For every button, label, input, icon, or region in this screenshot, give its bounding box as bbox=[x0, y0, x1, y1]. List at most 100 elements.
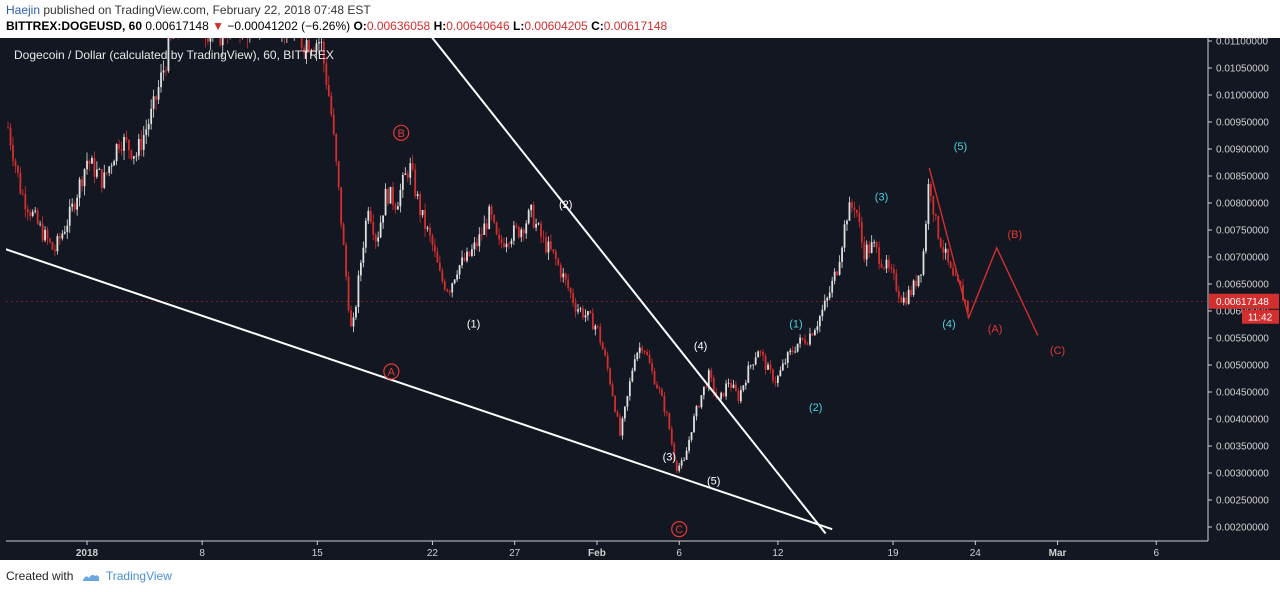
candle-body bbox=[387, 188, 389, 204]
candle-body bbox=[695, 406, 698, 417]
candle-body bbox=[137, 139, 140, 156]
wave-label: (4) bbox=[694, 341, 707, 353]
candle-body bbox=[853, 207, 856, 211]
candle-body bbox=[944, 248, 947, 253]
candle-body bbox=[466, 251, 468, 261]
candle-body bbox=[142, 134, 145, 150]
wave-label: (1) bbox=[789, 318, 802, 330]
candle-body bbox=[693, 416, 695, 433]
candle-body bbox=[421, 209, 424, 216]
upper-trendline bbox=[431, 38, 827, 535]
candle-body bbox=[505, 243, 508, 248]
candle-body bbox=[330, 95, 333, 115]
author-link[interactable]: Haejin bbox=[6, 3, 41, 17]
time-tick-label: 12 bbox=[772, 548, 784, 559]
candle-body bbox=[730, 382, 732, 388]
close-label: C: bbox=[591, 19, 604, 33]
candle-body bbox=[498, 234, 500, 240]
wave-label: (3) bbox=[663, 451, 676, 463]
candle-body bbox=[429, 227, 431, 236]
candle-body bbox=[327, 84, 330, 96]
candle-body bbox=[31, 211, 34, 216]
candle-body bbox=[17, 165, 19, 173]
candle-body bbox=[934, 214, 937, 216]
wave-label: (2) bbox=[559, 199, 572, 211]
candle-body bbox=[707, 370, 710, 388]
candle-body bbox=[525, 223, 528, 234]
last-price-tag bbox=[1209, 293, 1279, 309]
candle-body bbox=[41, 223, 44, 241]
candle-body bbox=[485, 223, 488, 230]
candle-body bbox=[355, 306, 357, 318]
candle-body bbox=[461, 257, 463, 266]
candle-body bbox=[900, 297, 903, 303]
candle-body bbox=[670, 429, 673, 444]
candle-body bbox=[878, 247, 880, 264]
candle-body bbox=[411, 163, 414, 170]
candle-body bbox=[599, 326, 602, 343]
candle-body bbox=[559, 264, 562, 278]
candle-body bbox=[942, 247, 945, 253]
candle-body bbox=[769, 364, 772, 370]
candle-body bbox=[322, 41, 325, 64]
candle-body bbox=[868, 244, 871, 253]
candle-body bbox=[892, 269, 895, 274]
candle-body bbox=[337, 161, 340, 188]
price-tick-label: 0.00400000 bbox=[1216, 415, 1269, 426]
candle-body bbox=[123, 136, 125, 151]
candle-body bbox=[68, 206, 71, 226]
candle-body bbox=[619, 416, 621, 436]
candle-body bbox=[804, 339, 806, 344]
candle-body bbox=[912, 280, 915, 295]
candle-body bbox=[836, 271, 839, 275]
candle-body bbox=[88, 160, 91, 164]
candle-body bbox=[764, 355, 767, 370]
wave-label: A bbox=[388, 366, 396, 378]
wave-label: B bbox=[398, 128, 405, 140]
tradingview-brand[interactable]: TradingView bbox=[105, 569, 172, 583]
candle-body bbox=[475, 242, 478, 247]
wave-label-circle bbox=[393, 124, 410, 141]
candle-body bbox=[456, 274, 459, 280]
candle-body bbox=[732, 384, 735, 388]
candle-body bbox=[434, 245, 436, 252]
candle-body bbox=[527, 210, 530, 224]
candle-body bbox=[436, 251, 439, 263]
candle-body bbox=[925, 223, 927, 252]
candle-body bbox=[562, 273, 565, 278]
candle-body bbox=[809, 333, 811, 345]
candle-body bbox=[564, 273, 567, 280]
candle-body bbox=[591, 313, 594, 330]
price-axis[interactable]: 0.00200000 0.00250000 0.00300000 0.00350000… bbox=[1208, 38, 1279, 534]
candle-body bbox=[56, 236, 59, 252]
last-price-label: 0.00617148 bbox=[1216, 297, 1269, 308]
price-chart[interactable]: B A C (1) (2) (3) (4) (5) (1) (2) (3) (4) (5) (A) (B) (… bbox=[0, 38, 1280, 560]
candle-body bbox=[392, 186, 394, 205]
candle-body bbox=[71, 203, 74, 207]
time-tick-label: 22 bbox=[427, 548, 439, 559]
price-change: −0.00041202 (−6.26%) bbox=[227, 19, 351, 33]
candle-body bbox=[389, 186, 392, 204]
price-tick-label: 0.00950000 bbox=[1216, 118, 1269, 129]
candle-body bbox=[404, 173, 407, 175]
wave-labels-layer: B A C (1) (2) (3) (4) (5) (1) (2) (3) (4) (5) (A) (B) (… bbox=[383, 124, 1065, 538]
candle-body bbox=[219, 38, 222, 46]
candle-body bbox=[584, 315, 587, 318]
candle-body bbox=[920, 274, 922, 276]
candle-body bbox=[426, 227, 429, 229]
candle-body bbox=[688, 439, 690, 451]
candle-body bbox=[700, 395, 703, 408]
candle-body bbox=[749, 365, 752, 367]
candle-body bbox=[651, 363, 653, 372]
candle-body bbox=[51, 242, 54, 250]
candle-body bbox=[939, 238, 942, 248]
time-axis[interactable]: 2018 8 15 22 27 Feb 6 12 19 24 Mar 6 bbox=[76, 541, 1160, 559]
candle-body bbox=[777, 376, 779, 383]
tradingview-logo-icon bbox=[82, 574, 99, 581]
candle-body bbox=[113, 161, 116, 166]
candle-body bbox=[582, 308, 584, 318]
candle-body bbox=[313, 50, 315, 52]
candle-body bbox=[954, 275, 957, 277]
candle-body bbox=[757, 351, 760, 358]
candle-body bbox=[705, 386, 708, 388]
